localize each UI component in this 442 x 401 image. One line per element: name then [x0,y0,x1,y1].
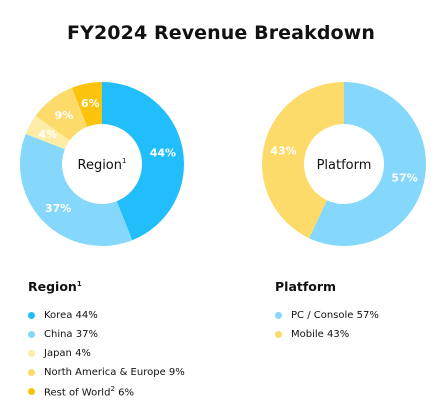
legend-item-china: China 37% [28,325,185,344]
china-dot-icon [28,331,35,338]
japan-data-label: 4% [38,128,57,141]
korea-data-label: 44% [150,146,176,159]
legend-item-mobile: Mobile 43% [275,325,379,344]
korea-slice [102,82,184,241]
center-label: Region1 [78,157,127,173]
region-legend: Region1 Korea 44% China 37% Japan 4% Nor… [28,279,185,401]
chart-title: FY2024 Revenue Breakdown [67,22,375,44]
platform-legend-title: Platform [275,279,337,294]
rest-of-world-dot-icon [28,388,35,395]
legend-item-pc-console: PC / Console 57% [275,306,379,325]
pc-console-data-label: 57% [391,172,417,185]
legend-item-japan: Japan 4% [28,344,185,363]
na-europe-slice [35,87,88,141]
pc-console-dot-icon [275,312,282,319]
mobile-slice [262,82,344,239]
mobile-data-label: 43% [270,144,296,157]
korea-dot-icon [28,312,35,319]
rest-of-world-data-label: 6% [81,97,100,110]
legend-item-rest-of-world: Rest of World2 6% [28,382,185,401]
na-europe-dot-icon [28,369,35,376]
na-europe-data-label: 9% [55,109,74,122]
japan-dot-icon [28,350,35,357]
china-slice [19,133,133,246]
center-label: Platform [317,158,372,173]
platform-legend: Platform PC / Console 57% Mobile 43% [275,279,379,344]
rest-of-world-slice [71,82,102,127]
region-legend-title: Region1 [28,279,82,294]
japan-slice [25,115,70,150]
legend-item-na-europe: North America & Europe 9% [28,363,185,382]
legend-item-korea: Korea 44% [28,306,185,325]
china-data-label: 37% [45,202,71,215]
mobile-dot-icon [275,331,282,338]
pc-console-slice [309,81,426,247]
